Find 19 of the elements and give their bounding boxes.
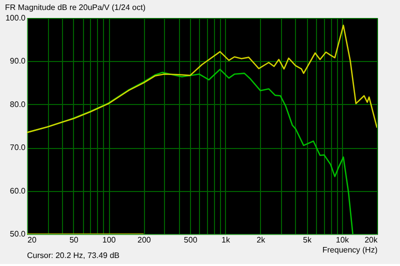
y-tick-label: 60.0 xyxy=(10,186,26,196)
x-axis-title: Frequency (Hz) xyxy=(322,246,378,254)
y-tick-label: 100.0 xyxy=(5,14,26,22)
y-tick-label: 50.0 xyxy=(10,230,26,238)
y-tick-label: 90.0 xyxy=(10,56,26,66)
x-tick-label: 100 xyxy=(102,236,116,244)
x-tick-label: 10k xyxy=(336,236,350,244)
x-tick-label: 20 xyxy=(28,236,37,244)
x-tick-label: 500 xyxy=(184,236,198,244)
x-tick-label: 20k xyxy=(364,236,378,244)
x-tick-label: 50 xyxy=(69,236,79,244)
y-tick-label: 70.0 xyxy=(10,143,26,152)
chart-title: FR Magnitude dB re 20uPa/V (1/24 oct) xyxy=(4,3,146,12)
x-tick-label: 200 xyxy=(137,236,152,244)
x-tick-label: 5k xyxy=(303,236,312,244)
text: Cursor: 20.2 Hz, 73.49 dB xyxy=(27,251,120,260)
x-tick-label: 2k xyxy=(256,236,266,244)
y-tick-label: 80.0 xyxy=(10,100,26,109)
x-tick-label: 1k xyxy=(221,236,231,244)
